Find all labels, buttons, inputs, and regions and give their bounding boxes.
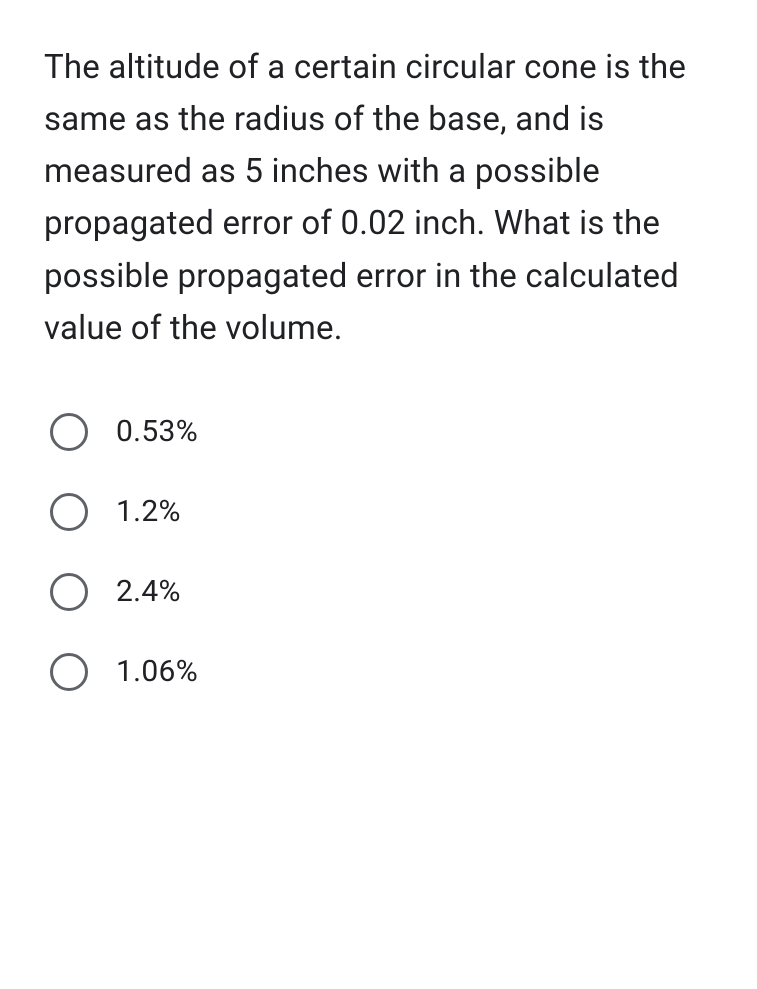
option-2[interactable]: 2.4%	[50, 573, 713, 611]
option-label: 0.53%	[116, 414, 198, 449]
radio-icon	[50, 493, 88, 531]
radio-icon	[50, 413, 88, 451]
option-1[interactable]: 1.2%	[50, 493, 713, 531]
options-group: 0.53% 1.2% 2.4% 1.06%	[44, 413, 713, 691]
radio-icon	[50, 573, 88, 611]
option-label: 1.2%	[116, 494, 181, 529]
radio-icon	[50, 653, 88, 691]
question-text: The altitude of a certain circular cone …	[44, 42, 713, 355]
option-label: 1.06%	[116, 654, 198, 689]
option-3[interactable]: 1.06%	[50, 653, 713, 691]
option-0[interactable]: 0.53%	[50, 413, 713, 451]
option-label: 2.4%	[116, 574, 181, 609]
